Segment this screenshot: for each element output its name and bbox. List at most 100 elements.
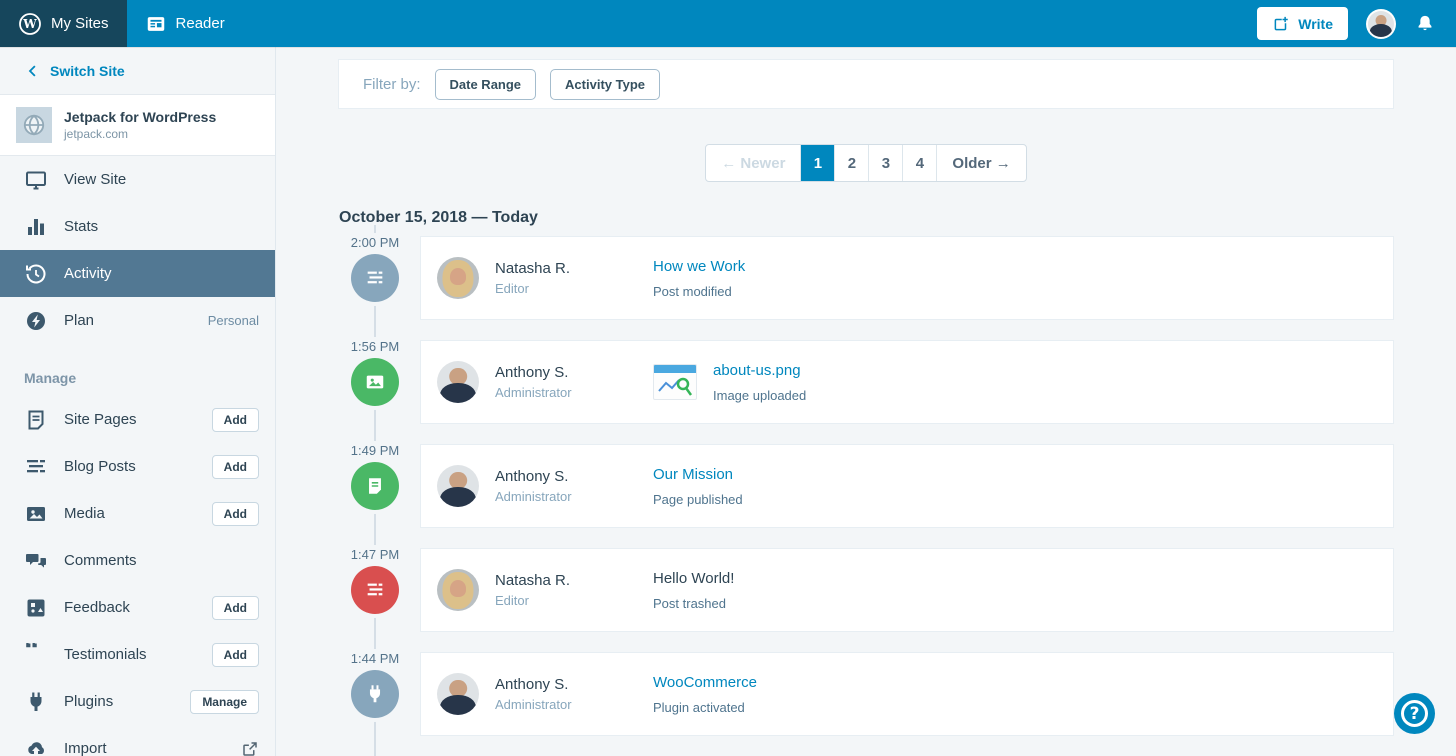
activity-card[interactable]: Anthony S. Administrator WooCommerce Plu… xyxy=(421,653,1393,735)
svg-text:W: W xyxy=(22,17,37,31)
sidebar-item-import[interactable]: Import xyxy=(0,725,275,756)
comments-icon xyxy=(24,549,48,573)
sidebar-item-media[interactable]: Media Add xyxy=(0,490,275,537)
pagination-page-2[interactable]: 2 xyxy=(835,145,869,181)
activity-title-link[interactable]: about-us.png xyxy=(713,362,806,379)
sidebar-item-stats[interactable]: Stats xyxy=(0,203,275,250)
actor-name: Anthony S. xyxy=(495,676,653,693)
pagination-older-button[interactable]: Older → xyxy=(937,145,1025,181)
activity-title-link[interactable]: How we Work xyxy=(653,258,745,275)
plugin-icon xyxy=(24,690,48,714)
add-blog-post-button[interactable]: Add xyxy=(212,455,259,479)
sidebar-item-label: Plugins xyxy=(64,693,113,710)
sidebar-item-activity[interactable]: Activity xyxy=(0,250,275,297)
image-icon xyxy=(351,358,399,406)
page-icon xyxy=(24,408,48,432)
sidebar-item-blog-posts[interactable]: Blog Posts Add xyxy=(0,443,275,490)
switch-site-label: Switch Site xyxy=(50,63,125,79)
activity-content: WooCommerce Plugin activated xyxy=(653,674,757,715)
help-question-icon: ? xyxy=(1401,700,1428,727)
activity-card[interactable]: Natasha R. Editor How we Work Post modif… xyxy=(421,237,1393,319)
sidebar-item-testimonials[interactable]: “ Testimonials Add xyxy=(0,631,275,678)
pagination-page-4[interactable]: 4 xyxy=(903,145,937,181)
activity-content: about-us.png Image uploaded xyxy=(653,362,806,403)
masterbar-reader-label: Reader xyxy=(176,15,225,32)
pagination-page-3[interactable]: 3 xyxy=(869,145,903,181)
plugin-icon xyxy=(351,670,399,718)
activity-card[interactable]: Anthony S. Administrator Our Mission Pag… xyxy=(421,445,1393,527)
chevron-left-icon xyxy=(24,62,42,80)
image-icon xyxy=(24,502,48,526)
write-button[interactable]: Write xyxy=(1257,7,1348,40)
activity-entry: 2:00 PM Natasha R. Editor How we Work Po… xyxy=(421,237,1393,319)
actor-info: Anthony S. Administrator xyxy=(495,468,653,504)
activity-entry: 1:47 PM Natasha R. Editor Hello World! P… xyxy=(421,549,1393,631)
activity-title-link[interactable]: WooCommerce xyxy=(653,674,757,691)
sidebar-item-label: Testimonials xyxy=(64,646,147,663)
activity-time: 1:56 PM xyxy=(339,337,411,356)
sidebar-item-comments[interactable]: Comments xyxy=(0,537,275,584)
history-icon xyxy=(24,262,48,286)
activity-time: 1:44 PM xyxy=(339,649,411,668)
create-post-icon xyxy=(1272,15,1290,33)
actor-role: Editor xyxy=(495,593,653,608)
sidebar-item-view-site[interactable]: View Site xyxy=(0,156,275,203)
posts-icon xyxy=(24,455,48,479)
activity-card[interactable]: Anthony S. Administrator about-us.png Im… xyxy=(421,341,1393,423)
masterbar-reader[interactable]: Reader xyxy=(127,0,243,47)
main-content: Filter by: Date Range Activity Type ← Ne… xyxy=(276,47,1456,756)
activity-title: Hello World! xyxy=(653,570,734,587)
add-testimonial-button[interactable]: Add xyxy=(212,643,259,667)
plan-icon xyxy=(24,309,48,333)
activity-card[interactable]: Natasha R. Editor Hello World! Post tras… xyxy=(421,549,1393,631)
date-range-filter-button[interactable]: Date Range xyxy=(435,69,537,100)
switch-site[interactable]: Switch Site xyxy=(0,47,275,95)
sidebar-item-label: View Site xyxy=(64,171,126,188)
activity-title-link[interactable]: Our Mission xyxy=(653,466,743,483)
masterbar-right: Write xyxy=(1257,0,1456,47)
sidebar-item-label: Site Pages xyxy=(64,411,137,428)
add-site-page-button[interactable]: Add xyxy=(212,408,259,432)
image-thumbnail[interactable] xyxy=(653,364,697,400)
avatar xyxy=(437,673,479,715)
sidebar-item-label: Import xyxy=(64,740,107,756)
sidebar-item-plugins[interactable]: Plugins Manage xyxy=(0,678,275,725)
manage-section-header: Manage xyxy=(0,344,275,396)
pagination: ← Newer 1 2 3 4 Older → xyxy=(705,144,1027,182)
site-info: Jetpack for WordPress jetpack.com xyxy=(64,109,216,141)
sidebar-item-plan[interactable]: Plan Personal xyxy=(0,297,275,344)
cloud-upload-icon xyxy=(24,737,48,756)
activity-type-filter-button[interactable]: Activity Type xyxy=(550,69,660,100)
stats-icon xyxy=(24,215,48,239)
add-feedback-button[interactable]: Add xyxy=(212,596,259,620)
sidebar: Switch Site Jetpack for WordPress jetpac… xyxy=(0,47,276,756)
activity-description: Page published xyxy=(653,492,743,507)
sidebar-item-feedback[interactable]: Feedback Add xyxy=(0,584,275,631)
computer-icon xyxy=(24,168,48,192)
avatar xyxy=(437,257,479,299)
plan-badge: Personal xyxy=(208,313,259,328)
avatar xyxy=(437,361,479,403)
site-title: Jetpack for WordPress xyxy=(64,109,216,125)
bell-icon[interactable] xyxy=(1414,13,1436,35)
actor-info: Anthony S. Administrator xyxy=(495,364,653,400)
manage-plugins-button[interactable]: Manage xyxy=(190,690,259,714)
sidebar-item-label: Stats xyxy=(64,218,98,235)
activity-content: How we Work Post modified xyxy=(653,258,745,299)
activity-time: 2:00 PM xyxy=(339,233,411,252)
site-domain: jetpack.com xyxy=(64,127,216,141)
activity-description: Post modified xyxy=(653,284,745,299)
help-button[interactable]: ? xyxy=(1394,693,1435,734)
sidebar-item-site-pages[interactable]: Site Pages Add xyxy=(0,396,275,443)
add-media-button[interactable]: Add xyxy=(212,502,259,526)
pagination-newer-button[interactable]: ← Newer xyxy=(706,145,801,181)
masterbar-avatar[interactable] xyxy=(1366,9,1396,39)
masterbar-my-sites[interactable]: W My Sites xyxy=(0,0,127,47)
posts-icon xyxy=(351,566,399,614)
activity-description: Image uploaded xyxy=(713,388,806,403)
write-button-label: Write xyxy=(1298,16,1333,32)
activity-time: 1:49 PM xyxy=(339,441,411,460)
feedback-icon xyxy=(24,596,48,620)
site-card[interactable]: Jetpack for WordPress jetpack.com xyxy=(0,95,275,156)
pagination-page-1[interactable]: 1 xyxy=(801,145,835,181)
